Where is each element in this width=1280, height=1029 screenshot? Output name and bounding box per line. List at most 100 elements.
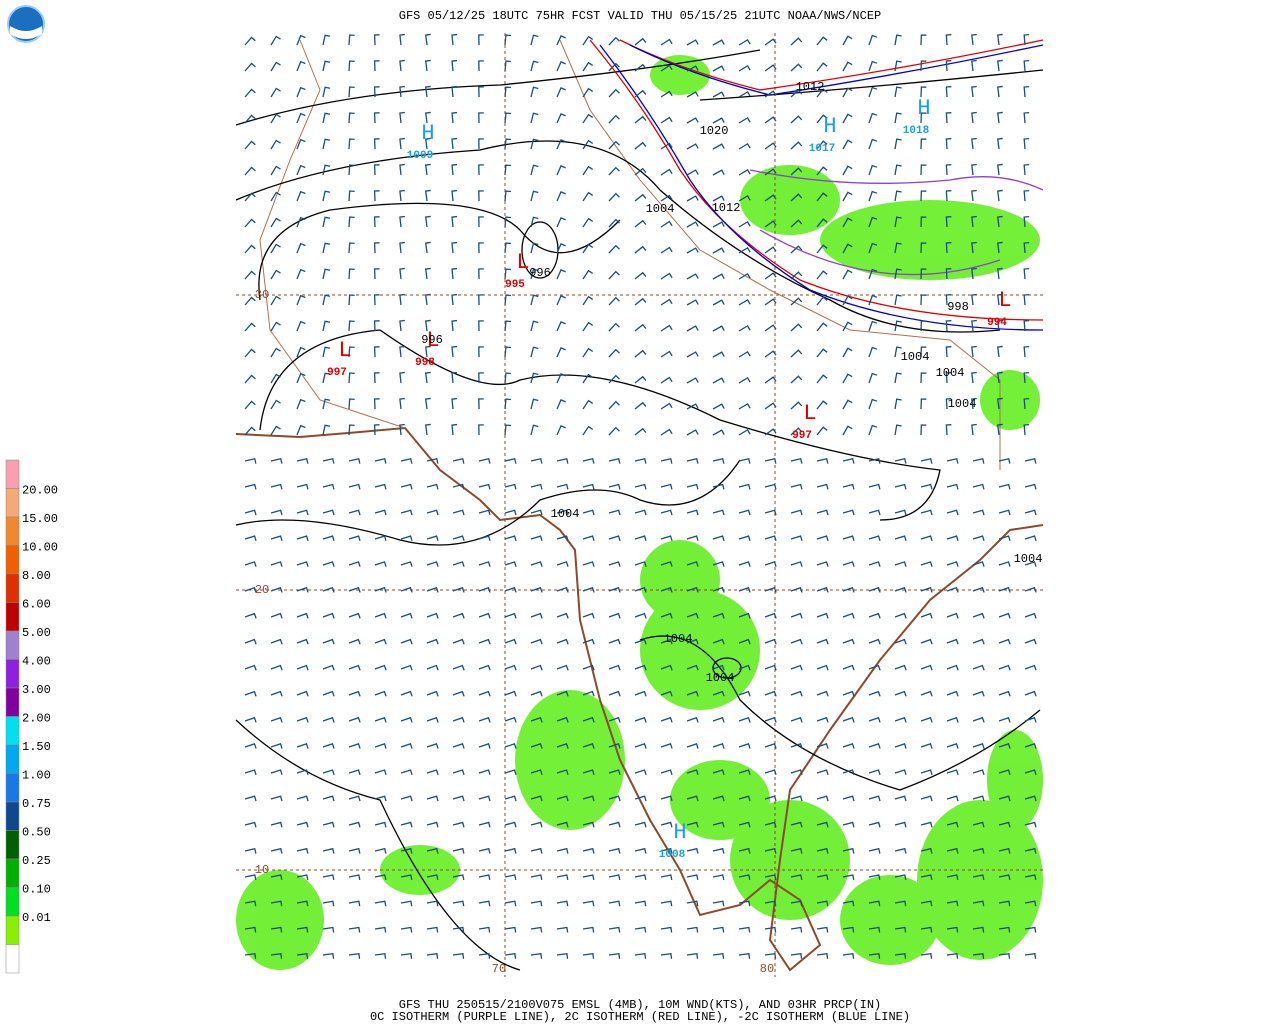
wind-barb [426, 769, 439, 775]
wind-barb [530, 112, 539, 124]
wind-barb [868, 372, 878, 384]
wind-barb [582, 269, 594, 280]
wind-barb [296, 821, 309, 828]
wind-barb [348, 268, 355, 280]
wind-barb [738, 376, 751, 384]
wind-barb [296, 874, 309, 881]
wind-barb [530, 346, 539, 358]
wind-barb [920, 561, 933, 567]
wind-barb [270, 321, 281, 332]
wind-barb [997, 293, 1003, 306]
wind-barb [686, 535, 699, 542]
wind-barb [556, 164, 566, 176]
wind-barb [712, 117, 725, 124]
wind-barb [244, 743, 257, 749]
wind-barb [582, 425, 594, 436]
wind-barb [764, 664, 777, 671]
wind-barb [842, 535, 855, 542]
wind-barb [634, 926, 647, 933]
wind-barb [270, 535, 283, 542]
wind-barb [660, 716, 673, 723]
wind-barb [1023, 371, 1030, 384]
wind-barb [997, 189, 1003, 202]
wind-barb [660, 847, 673, 854]
wind-barb [478, 612, 491, 619]
wind-barb [296, 612, 309, 619]
wind-barb [790, 401, 803, 410]
wind-barb [400, 769, 413, 775]
wind-barb [424, 345, 431, 358]
wind-barb [373, 164, 380, 176]
wind-barb [686, 953, 699, 959]
wind-barb [868, 398, 878, 410]
wind-barb [686, 299, 699, 306]
wind-barb [374, 690, 387, 697]
wind-barb [322, 638, 335, 645]
wind-barb [816, 795, 829, 802]
wind-barb [920, 743, 933, 749]
wind-barb [296, 586, 309, 593]
wind-barb [374, 743, 387, 749]
wind-barb [868, 900, 881, 907]
wind-barb [608, 795, 621, 802]
wind-barb [556, 458, 569, 464]
wind-barb [504, 320, 512, 332]
wind-barb [946, 743, 959, 749]
wind-barb [816, 114, 828, 124]
wind-barb [634, 115, 647, 124]
wind-barb [998, 535, 1011, 542]
wind-barb [712, 169, 725, 176]
wind-barb [426, 664, 439, 671]
isobar-label: 1004 [664, 632, 693, 646]
wind-barb [451, 111, 458, 124]
wind-barb [244, 586, 257, 593]
wind-barb [971, 137, 977, 150]
wind-barb [451, 397, 458, 410]
wind-barb [894, 268, 902, 280]
wind-barb [920, 164, 927, 176]
wind-barb [424, 241, 431, 254]
wind-barb [399, 163, 405, 176]
precip-areas [236, 55, 1043, 970]
pressure-value: 997 [327, 367, 347, 379]
wind-barb [556, 86, 566, 98]
wind-barb [790, 193, 803, 202]
wind-barb [764, 953, 777, 959]
footer-line: GFS THU 250515/2100V075 EMSL (4MB), 10M … [399, 998, 881, 1012]
wind-barb [530, 821, 543, 828]
wind-barb [244, 400, 256, 410]
wind-barb [426, 561, 439, 567]
wind-barb [478, 900, 491, 907]
wind-barb [322, 112, 331, 124]
wind-barb [244, 926, 257, 933]
wind-barb [374, 483, 387, 490]
wind-barb [348, 509, 361, 516]
wind-barb [424, 111, 431, 124]
legend-swatch [5, 830, 20, 860]
wind-barb [894, 346, 902, 358]
wind-barb [816, 400, 828, 410]
wind-barb [504, 164, 512, 176]
wind-barb [868, 716, 881, 723]
wind-barb [426, 638, 439, 645]
wind-barb [1023, 397, 1030, 410]
legend-label: 8.00 [22, 569, 51, 583]
legend-swatch [5, 545, 20, 575]
wind-barb [322, 561, 335, 567]
wind-barb [424, 215, 431, 228]
wind-barb [842, 217, 853, 228]
wind-barb [686, 169, 699, 176]
wind-barb [764, 483, 777, 490]
wind-barb [504, 60, 512, 72]
wind-barb [868, 953, 881, 959]
wind-barb [348, 561, 361, 567]
wind-barb [504, 424, 512, 436]
wind-barb [790, 926, 803, 933]
wind-barb [374, 821, 387, 828]
wind-barb [452, 795, 465, 802]
wind-barb [712, 561, 725, 567]
wind-barb [972, 458, 985, 464]
wind-barb [348, 690, 361, 697]
wind-barb [972, 874, 985, 881]
wind-barb [868, 586, 881, 593]
